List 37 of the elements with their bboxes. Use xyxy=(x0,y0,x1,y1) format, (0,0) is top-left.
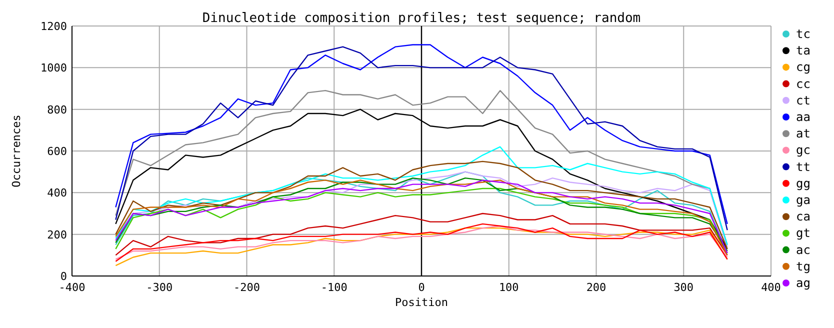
x-tick-label: 400 xyxy=(761,281,781,294)
y-tick-label: 1000 xyxy=(40,62,67,75)
y-tick-label: 800 xyxy=(47,103,67,116)
legend-label: at xyxy=(796,126,810,141)
legend-label: tg xyxy=(796,259,810,274)
legend-label: gg xyxy=(796,176,810,190)
legend-label: gt xyxy=(796,226,810,240)
legend-label: cc xyxy=(796,76,810,91)
legend-label: gc xyxy=(796,143,810,158)
legend-label: ag xyxy=(796,276,810,290)
x-tick-label: -400 xyxy=(58,281,86,294)
y-tick-label: 1200 xyxy=(40,20,67,33)
x-tick-label: 100 xyxy=(498,281,519,294)
legend-label: ta xyxy=(796,44,810,58)
line-series xyxy=(115,212,728,256)
legend-label: cg xyxy=(796,60,810,74)
x-tick-label: -200 xyxy=(234,281,260,294)
y-axis-title: Occurrences xyxy=(10,114,23,188)
line-series xyxy=(115,146,728,246)
y-tick-label: 600 xyxy=(47,145,67,158)
x-tick-label: -300 xyxy=(146,281,173,294)
y-tick-label: 200 xyxy=(47,228,67,242)
legend-label: ga xyxy=(796,193,810,207)
y-tick-label: 400 xyxy=(47,186,67,200)
legend-label: ct xyxy=(796,93,810,108)
legend-label: aa xyxy=(796,110,810,124)
chart-title: Dinucleotide composition profiles; test sequence; random xyxy=(202,11,641,26)
legend-label: ca xyxy=(796,210,810,224)
y-tick-label: 0 xyxy=(60,270,67,283)
legend-label: ac xyxy=(796,242,810,257)
x-axis-title: Position xyxy=(395,296,448,309)
x-tick-label: 0 xyxy=(418,281,425,294)
legend-label: tc xyxy=(796,27,810,41)
x-tick-label: 300 xyxy=(674,281,694,294)
legend-label: tt xyxy=(796,160,810,174)
x-tick-label: 200 xyxy=(586,281,606,294)
x-tick-label: -100 xyxy=(320,281,348,294)
